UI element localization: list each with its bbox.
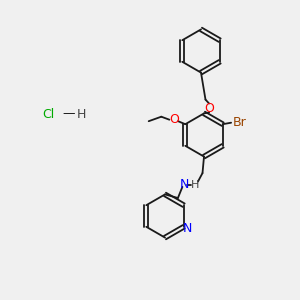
Text: Cl: Cl [42, 107, 54, 121]
Text: O: O [169, 113, 179, 126]
Text: O: O [204, 101, 214, 115]
Text: H: H [76, 107, 86, 121]
Text: —: — [63, 107, 75, 121]
Text: H: H [191, 179, 199, 190]
Text: Br: Br [232, 116, 246, 129]
Text: N: N [183, 222, 192, 235]
Text: N: N [180, 178, 190, 191]
